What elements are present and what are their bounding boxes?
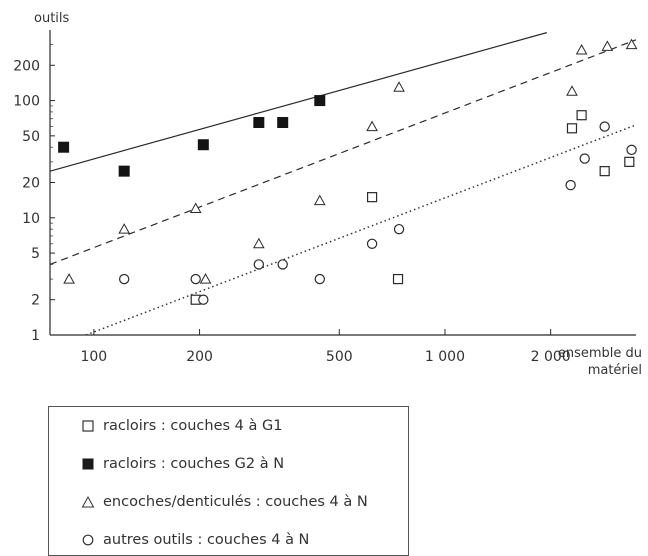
y-tick-label: 20 [22, 176, 40, 192]
x-axis-title-line-2: matériel [588, 363, 642, 378]
trend-line-solid [49, 32, 547, 172]
point-open-circle [599, 121, 610, 132]
legend-item-encoches: encoches/denticulés : couches 4 à N [81, 491, 368, 513]
point-open-square [366, 192, 378, 203]
point-open-circle [579, 153, 590, 164]
legend-label: racloirs : couches 4 à G1 [103, 418, 283, 434]
point-open-circle [565, 179, 576, 191]
scatter-chart: 1 2 5 10 20 50 100 200 100 200 500 1 000 2 000 outils… [13, 11, 642, 378]
x-tick-label: 500 [326, 349, 353, 365]
trend-line-dotted [85, 124, 637, 336]
y-tick-label: 50 [22, 129, 40, 145]
legend-label: racloirs : couches G2 à N [103, 456, 285, 472]
legend-item-racloirs-4-g1: racloirs : couches 4 à G1 [81, 415, 282, 437]
legend: racloirs : couches 4 à G1 racloirs : cou… [48, 406, 409, 556]
point-filled-square [253, 116, 265, 128]
point-open-triangle [601, 40, 614, 51]
x-tick-label: 1 000 [425, 349, 465, 365]
x-axis-title-line-1: ensemble du [558, 346, 642, 361]
point-open-triangle [366, 120, 378, 132]
point-open-triangle [625, 38, 638, 50]
legend-item-autres-outils: autres outils : couches 4 à N [81, 529, 309, 551]
y-tick-label: 100 [13, 94, 40, 110]
y-tick-label: 2 [31, 293, 40, 309]
point-open-circle [253, 259, 265, 270]
point-open-square [599, 166, 610, 177]
point-open-circle [198, 294, 209, 305]
legend-label: autres outils : couches 4 à N [103, 532, 310, 548]
x-tick-label: 100 [80, 349, 107, 365]
point-open-circle [190, 273, 201, 285]
point-open-triangle [566, 85, 578, 96]
point-open-triangle [118, 223, 131, 234]
point-open-circle [314, 273, 325, 285]
point-open-triangle [189, 202, 202, 214]
y-tick-label: 10 [22, 211, 40, 227]
point-filled-square [277, 116, 289, 128]
point-open-square [624, 156, 635, 167]
x-tick-label: 2 000 [531, 349, 571, 365]
point-open-circle [366, 238, 378, 249]
point-open-circle [118, 273, 130, 285]
legend-item-racloirs-g2-n: racloirs : couches G2 à N [81, 453, 284, 475]
point-open-triangle [252, 237, 265, 249]
trend-line-dashed [49, 39, 637, 265]
point-filled-square [118, 165, 130, 177]
chart-axes [49, 30, 636, 336]
data-points [58, 38, 638, 305]
point-open-triangle [393, 81, 405, 92]
point-open-circle [393, 223, 405, 235]
point-filled-square [314, 95, 326, 107]
trend-lines [49, 32, 637, 336]
y-tick-label: 5 [31, 246, 40, 262]
point-open-triangle [199, 273, 212, 284]
x-tick-label: 200 [186, 349, 213, 365]
filled-square-icon [82, 458, 94, 470]
open-circle-icon [82, 534, 94, 546]
open-square-icon [82, 420, 94, 432]
point-open-square [392, 273, 404, 285]
point-open-triangle [63, 273, 75, 284]
point-filled-square [197, 139, 209, 151]
point-open-circle [626, 144, 637, 156]
legend-label: encoches/denticulés : couches 4 à N [103, 494, 368, 510]
point-open-triangle [313, 194, 326, 206]
axis-labels: 1 2 5 10 20 50 100 200 100 200 500 1 000 2 000 outils… [13, 11, 642, 378]
open-triangle-icon [81, 495, 95, 508]
point-filled-square [58, 141, 70, 153]
point-open-square [566, 123, 578, 134]
point-open-circle [277, 259, 288, 270]
y-tick-label: 1 [31, 328, 40, 344]
y-tick-label: 200 [13, 58, 40, 74]
point-open-square [576, 110, 587, 121]
point-open-triangle [575, 43, 588, 55]
y-axis-title: outils [34, 11, 70, 26]
